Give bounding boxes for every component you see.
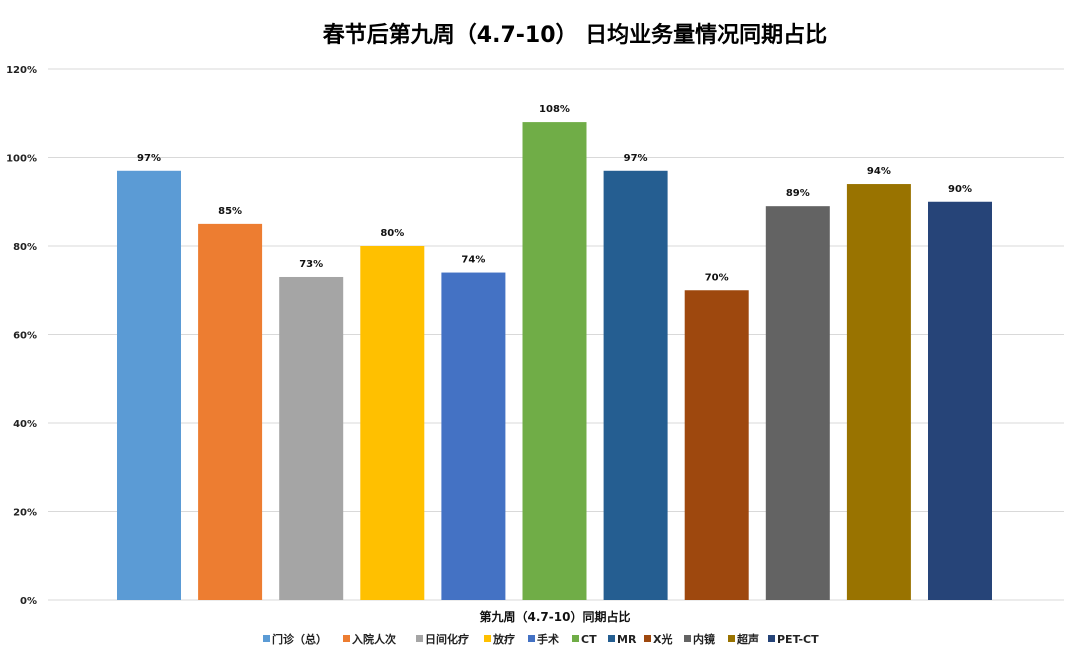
y-tick-label: 0% <box>20 596 37 607</box>
legend-swatch <box>684 635 691 642</box>
legend-swatch <box>608 635 615 642</box>
bar <box>603 170 668 600</box>
bars <box>117 122 992 601</box>
legend-swatch <box>416 635 423 642</box>
bar <box>684 290 749 600</box>
legend-label: 内镜 <box>693 632 715 646</box>
legend-swatch <box>768 635 775 642</box>
legend-label: MR <box>617 633 637 646</box>
legend-swatch <box>644 635 651 642</box>
bar <box>846 184 911 601</box>
legend-label: CT <box>581 633 597 646</box>
legend-swatch <box>484 635 491 642</box>
bar-data-label: 89% <box>786 188 810 199</box>
bar-data-label: 108% <box>539 104 570 115</box>
legend-swatch <box>728 635 735 642</box>
chart-title: 春节后第九周（4.7-10） 日均业务量情况同期占比 <box>323 22 827 48</box>
bar-data-label: 70% <box>705 272 729 283</box>
data-labels: 97% 85% 73% 80% 74% 108% 97% 70% 89% 94% 90% <box>137 104 972 283</box>
legend-swatch <box>528 635 535 642</box>
bar-data-label: 85% <box>218 206 242 217</box>
bar <box>198 223 263 600</box>
bar <box>522 122 587 600</box>
bar <box>928 201 992 600</box>
y-tick-label: 40% <box>13 419 37 430</box>
legend-swatch <box>343 635 350 642</box>
bar <box>360 246 425 600</box>
y-tick-label: 20% <box>13 508 37 519</box>
bar <box>765 206 830 601</box>
legend-label: PET-CT <box>777 633 819 646</box>
legend-label: 日间化疗 <box>425 632 469 646</box>
bar-data-label: 97% <box>624 153 648 164</box>
legend-label: 放疗 <box>492 632 515 646</box>
legend-swatch <box>263 635 270 642</box>
legend-label: X光 <box>653 632 672 646</box>
legend-label: 手术 <box>537 632 559 646</box>
y-tick-label: 100% <box>6 154 37 165</box>
y-tick-label: 120% <box>6 65 37 76</box>
legend-swatch <box>572 635 579 642</box>
y-tick-label: 80% <box>13 242 37 253</box>
legend-label: 超声 <box>736 632 759 646</box>
bar-data-label: 97% <box>137 153 161 164</box>
bar-data-label: 90% <box>948 184 972 195</box>
x-axis-label: 第九周（4.7-10）同期占比 <box>480 609 631 624</box>
legend-label: 门诊（总） <box>272 632 327 646</box>
bar-data-label: 74% <box>461 255 485 266</box>
bar <box>279 276 344 600</box>
bar <box>117 170 181 600</box>
bar-data-label: 94% <box>867 166 891 177</box>
bar-data-label: 80% <box>380 228 404 239</box>
y-tick-label: 60% <box>13 331 37 342</box>
legend: 门诊（总） 入院人次 日间化疗 放疗 手术 CT MR X光 内镜 超声 PET-CT <box>263 632 819 646</box>
bar <box>441 272 506 600</box>
bar-data-label: 73% <box>299 259 323 270</box>
y-axis-ticks: 0% 20% 40% 60% 80% 100% 120% <box>6 65 37 607</box>
legend-label: 入院人次 <box>352 632 396 646</box>
